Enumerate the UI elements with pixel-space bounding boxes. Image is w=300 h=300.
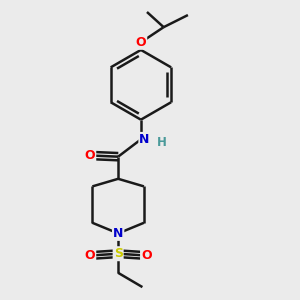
Text: O: O <box>85 249 95 262</box>
Text: N: N <box>140 133 150 146</box>
Text: O: O <box>141 249 152 262</box>
Text: O: O <box>85 149 95 162</box>
Text: O: O <box>136 36 146 49</box>
Text: N: N <box>113 227 123 240</box>
Text: H: H <box>157 136 166 149</box>
Text: S: S <box>114 247 123 260</box>
